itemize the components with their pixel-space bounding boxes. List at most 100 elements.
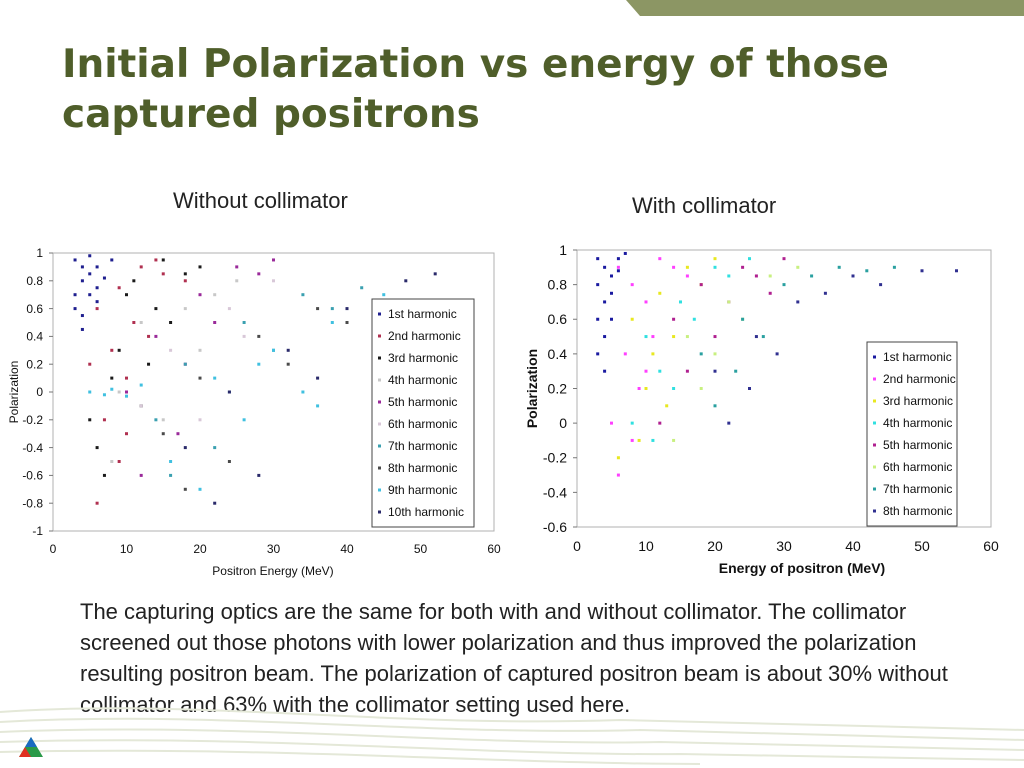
chart0-legend-entry: 2nd harmonic bbox=[388, 329, 461, 343]
title-accent-bar bbox=[626, 0, 1024, 16]
chart1-point-2 bbox=[672, 265, 676, 269]
chart0-y-tick-label: 0.8 bbox=[26, 274, 43, 288]
chart1-point-7 bbox=[734, 369, 738, 373]
chart0-point-6 bbox=[272, 279, 275, 283]
chart1-y-axis-label: Polarization bbox=[524, 349, 540, 428]
chart1-point-8 bbox=[920, 269, 924, 273]
chart1-point-1 bbox=[623, 251, 627, 255]
chart1-point-2 bbox=[685, 274, 689, 278]
chart1-legend-entry: 3rd harmonic bbox=[883, 394, 953, 408]
chart1-x-tick-label: 10 bbox=[638, 538, 654, 554]
chart1-point-3 bbox=[630, 317, 634, 321]
chart0-y-axis-label: Polarization bbox=[7, 361, 21, 424]
chart0-point-3 bbox=[88, 418, 92, 422]
chart1-point-1 bbox=[603, 335, 607, 339]
chart0-x-tick-label: 30 bbox=[267, 542, 281, 556]
chart1-legend-entry: 7th harmonic bbox=[883, 482, 952, 496]
chart0-point-1 bbox=[88, 254, 92, 258]
chart1-point-4 bbox=[644, 335, 648, 339]
chart0-x-tick-label: 60 bbox=[487, 542, 501, 556]
chart1-y-tick-label: -0.2 bbox=[543, 450, 567, 466]
chart0-legend-marker bbox=[378, 488, 381, 492]
chart0-point-8 bbox=[345, 321, 349, 324]
triangle-logo-icon bbox=[19, 737, 43, 757]
chart1-point-8 bbox=[851, 274, 855, 278]
chart1-point-2 bbox=[658, 257, 662, 261]
chart0-point-4 bbox=[117, 390, 121, 394]
chart0-point-1 bbox=[73, 293, 77, 297]
chart0-point-9 bbox=[110, 387, 114, 391]
chart1-point-1 bbox=[596, 257, 600, 261]
chart0-point-10 bbox=[286, 348, 290, 352]
chart1-point-5 bbox=[782, 257, 786, 261]
chart0-y-tick-label: 0.6 bbox=[26, 302, 43, 316]
caption-without-collimator: Without collimator bbox=[173, 188, 348, 213]
chart1-point-1 bbox=[603, 265, 607, 269]
chart0-legend-entry: 4th harmonic bbox=[388, 373, 457, 387]
chart1-point-8 bbox=[775, 352, 779, 356]
chart1-legend-marker bbox=[873, 355, 876, 359]
chart0-point-9 bbox=[213, 376, 217, 380]
chart1-legend-marker bbox=[873, 377, 876, 381]
chart0-point-8 bbox=[257, 334, 261, 338]
chart0-point-7 bbox=[301, 293, 305, 297]
chart1-point-7 bbox=[761, 335, 765, 339]
chart0-point-2 bbox=[125, 432, 128, 436]
chart0-point-5 bbox=[198, 293, 202, 297]
chart1-point-3 bbox=[637, 438, 641, 442]
chart0-point-3 bbox=[117, 348, 121, 352]
chart0-point-10 bbox=[404, 279, 408, 283]
chart1-point-4 bbox=[658, 369, 662, 373]
chart0-point-4 bbox=[161, 418, 165, 422]
chart1-point-3 bbox=[713, 257, 717, 261]
chart0-legend-entry: 8th harmonic bbox=[388, 461, 457, 475]
chart1-point-3 bbox=[651, 352, 655, 356]
chart0-point-1 bbox=[80, 279, 84, 283]
chart0-point-3 bbox=[169, 321, 173, 324]
chart1-y-tick-label: -0.6 bbox=[543, 519, 567, 535]
chart1-point-1 bbox=[596, 283, 600, 287]
chart0-legend-entry: 3rd harmonic bbox=[388, 351, 458, 365]
chart1-y-tick-label: -0.4 bbox=[543, 484, 567, 500]
chart0-point-1 bbox=[88, 293, 92, 297]
chart0-point-1 bbox=[95, 300, 99, 304]
chart0-legend-entry: 6th harmonic bbox=[388, 417, 457, 431]
chart0-legend-marker bbox=[378, 400, 381, 404]
chart1-point-8 bbox=[879, 283, 883, 287]
chart1-point-7 bbox=[865, 269, 869, 273]
chart0-point-4 bbox=[235, 279, 239, 283]
chart1-point-2 bbox=[644, 369, 648, 373]
chart0-point-5 bbox=[257, 272, 261, 276]
chart0-point-9 bbox=[257, 362, 261, 366]
chart0-point-4 bbox=[183, 307, 187, 311]
chart1-point-3 bbox=[685, 265, 689, 269]
chart1-x-axis-label: Energy of positron (MeV) bbox=[719, 560, 885, 576]
chart1-point-4 bbox=[679, 300, 682, 304]
chart1-point-7 bbox=[741, 317, 745, 321]
chart1-point-3 bbox=[665, 404, 669, 408]
chart0-point-2 bbox=[95, 501, 99, 505]
chart1-point-4 bbox=[713, 265, 717, 269]
chart0-point-10 bbox=[257, 473, 261, 477]
chart1-point-4 bbox=[692, 317, 696, 321]
chart1-point-8 bbox=[796, 300, 800, 304]
chart0-point-1 bbox=[80, 314, 84, 318]
chart0-legend-marker bbox=[378, 312, 381, 316]
chart0-point-10 bbox=[316, 376, 320, 380]
chart0-point-2 bbox=[110, 348, 114, 352]
chart0-x-tick-label: 50 bbox=[414, 542, 428, 556]
chart1-point-4 bbox=[630, 421, 634, 425]
chart1-point-8 bbox=[748, 387, 751, 390]
chart0-point-2 bbox=[139, 265, 143, 269]
chart0-point-7 bbox=[169, 473, 173, 477]
chart1-point-1 bbox=[616, 269, 620, 273]
chart0-point-3 bbox=[198, 265, 202, 269]
chart0-x-axis-label: Positron Energy (MeV) bbox=[212, 564, 333, 578]
caption-with-collimator: With collimator bbox=[632, 193, 777, 218]
chart0-point-2 bbox=[147, 334, 151, 338]
chart1-point-7 bbox=[810, 274, 814, 278]
chart1-x-tick-label: 30 bbox=[776, 538, 792, 554]
chart0-point-8 bbox=[316, 307, 320, 311]
slide-title: Initial Polarization vs energy of those … bbox=[62, 42, 889, 137]
chart0-legend-entry: 7th harmonic bbox=[388, 439, 457, 453]
